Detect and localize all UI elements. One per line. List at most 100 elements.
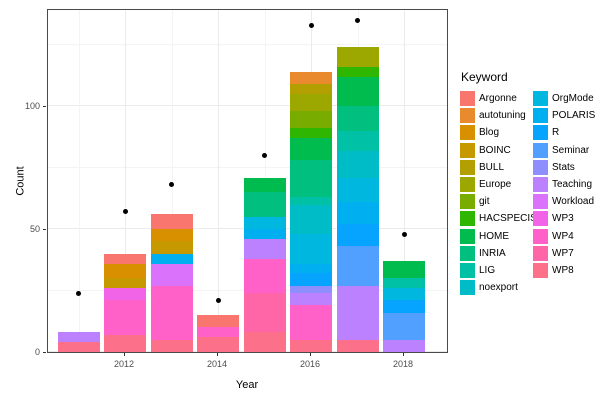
bar-segment-2013-WP4 [150,285,193,340]
legend-swatch-INRIA [460,245,475,261]
bar-2013 [150,214,193,352]
count-point-2015 [262,152,267,158]
count-point-2012 [122,209,128,215]
legend-swatch-autotuning [460,108,475,124]
legend-label-Seminar: Seminar [552,144,590,156]
legend-label-OrgMode: OrgMode [552,93,594,104]
legend-swatch-BOINC [460,142,475,158]
legend-label-WP4: WP4 [552,230,574,242]
bar-segment-2015-WP7 [243,293,286,333]
bar-segment-2015-INRIA [243,192,286,217]
x-tick-label: 2018 [392,359,414,369]
x-tick [310,353,311,356]
legend-label-LIG: LIG [479,265,496,276]
x-axis-title: Year [235,379,259,391]
bar-2018 [383,261,425,352]
legend-item-Blog: Blog [460,125,499,141]
legend-item-WP3: WP3 [533,211,574,227]
legend-swatch-Europe [460,177,475,192]
legend-item-noexport: noexport [460,280,518,296]
count-point-2016 [308,22,314,28]
bar-segment-2011-Teaching [57,332,100,343]
legend-item-Europe: Europe [460,177,511,192]
x-tick-label: 2016 [299,359,321,369]
legend-label-git: git [479,196,490,208]
legend-item-autotuning: autotuning [460,108,526,124]
bar-segment-2017-POLARIS [336,202,379,225]
legend-item-WP7: WP7 [533,245,574,261]
x-tick [217,353,218,356]
legend-label-HOME: HOME [479,230,509,242]
legend-label-Teaching: Teaching [552,179,593,190]
bar-segment-2016-WP8 [290,339,332,352]
x-major-gridline [125,10,126,352]
bar-segment-2017-WP8 [336,339,379,352]
legend-label-BULL: BULL [479,161,505,173]
legend-label-BOINC: BOINC [479,144,511,156]
bar-segment-2016-HACSPECIS [290,128,332,139]
x-minor-gridline [171,10,173,352]
bar-2014 [197,315,239,352]
bar-segment-2011-WP8 [57,342,100,352]
legend-title: Keyword [461,70,508,84]
x-tick-label: 2012 [113,359,135,369]
bar-2017 [336,47,379,352]
bar-segment-2016-Teaching [290,293,332,306]
bar-segment-2014-Argonne [197,315,239,328]
bar-segment-2016-LIG [290,197,332,205]
y-tick-label: 50 [29,224,40,235]
legend-swatch-WP4 [533,228,548,244]
bar-segment-2016-INRIA [290,160,332,198]
x-minor-gridline [78,10,80,352]
bar-segment-2015-Teaching [243,238,286,259]
legend-label-Argonne: Argonne [479,93,517,104]
y-tick-label: 0 [34,347,40,357]
bar-segment-2017-Teaching [336,285,379,340]
bar-segment-2018-R [383,300,425,313]
legend-item-OrgMode: OrgMode [533,91,594,106]
bar-segment-2018-Seminar [383,312,425,340]
bar-2016 [290,71,332,352]
bar-segment-2016-git [290,111,332,129]
bar-segment-2016-HOME [290,138,332,161]
bar-segment-2012-BOINC [104,278,146,289]
legend-swatch-WP3 [533,211,548,227]
bar-segment-2014-WP8 [197,337,239,352]
count-point-2011 [76,290,81,296]
legend-item-WP4: WP4 [533,228,574,244]
legend-label-INRIA: INRIA [479,247,506,259]
legend-label-Europe: Europe [479,179,512,190]
legend-item-HACSPECIS: HACSPECIS [460,211,537,227]
count-point-2013 [169,182,174,188]
legend-label-Workload: Workload [552,196,595,208]
legend-item-git: git [460,194,490,210]
legend-swatch-WP8 [533,263,548,278]
bar-segment-2015-HOME [243,177,286,193]
legend-swatch-Blog [460,125,475,141]
y-minor-gridline [48,166,447,168]
legend-item-LIG: LIG [460,263,495,278]
bar-segment-2016-Stats [290,285,332,294]
bar-segment-2016-BULL [290,84,332,95]
legend-swatch-BULL [460,159,475,175]
legend-swatch-Argonne [460,91,475,106]
bar-segment-2012-WP3 [104,288,146,301]
bar-segment-2016-OrgMode [290,234,332,264]
legend-label-autotuning: autotuning [479,110,526,122]
plot-panel [47,9,448,353]
y-tick [43,106,46,108]
legend-label-POLARIS: POLARIS [552,110,596,122]
legend-item-R: R [533,125,560,141]
legend-item-POLARIS: POLARIS [533,108,596,124]
legend: Keyword Argonne autotuning Blog BOINC BULL Eu… [452,70,600,320]
legend-swatch-Seminar [533,142,548,158]
legend-item-BULL: BULL [460,159,505,175]
legend-label-R: R [552,127,560,139]
bar-segment-2015-WP4 [243,258,286,294]
count-point-2017 [355,17,360,23]
legend-label-Stats: Stats [552,161,575,173]
bar-segment-2015-POLARIS [243,229,286,239]
bar-segment-2017-OrgMode [336,177,379,203]
bar-segment-2017-HOME [336,76,379,107]
